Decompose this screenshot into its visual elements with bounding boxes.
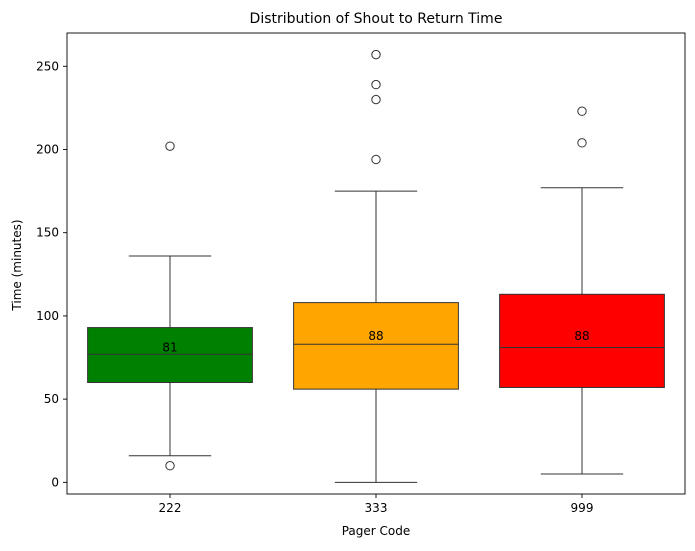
y-tick-label: 250: [36, 59, 59, 73]
box-group-333: 88: [293, 49, 459, 483]
y-axis-label: Time (minutes): [10, 219, 24, 311]
box-iqr: [499, 293, 665, 388]
outlier-point: [371, 154, 381, 165]
y-tick-label: 150: [36, 226, 59, 240]
outlier-point: [371, 79, 381, 90]
y-tick-label: 100: [36, 309, 59, 323]
y-tick-label: 200: [36, 142, 59, 156]
outlier-point: [371, 94, 381, 105]
box-group-222: 81: [87, 141, 253, 471]
x-axis-label: Pager Code: [342, 524, 411, 538]
plot-area: 0 50 100 150 200 250 222 333 999 81 88 88: [36, 32, 686, 515]
x-tick-label: 999: [571, 501, 594, 515]
outlier-point: [165, 461, 175, 471]
mean-label: 88: [574, 329, 589, 343]
chart-title: Distribution of Shout to Return Time: [250, 11, 503, 27]
x-tick-label: 222: [159, 501, 182, 515]
y-tick-label: 0: [51, 475, 59, 489]
outlier-point: [577, 106, 587, 116]
mean-label: 88: [368, 329, 383, 343]
outlier-point: [371, 49, 381, 60]
box-iqr: [293, 302, 459, 390]
y-tick-label: 50: [44, 392, 59, 406]
mean-label: 81: [162, 341, 177, 355]
box-group-999: 88: [499, 106, 665, 475]
box-iqr: [87, 327, 253, 383]
outlier-point: [577, 138, 587, 148]
x-tick-label: 333: [365, 501, 388, 515]
outlier-point: [165, 141, 175, 151]
